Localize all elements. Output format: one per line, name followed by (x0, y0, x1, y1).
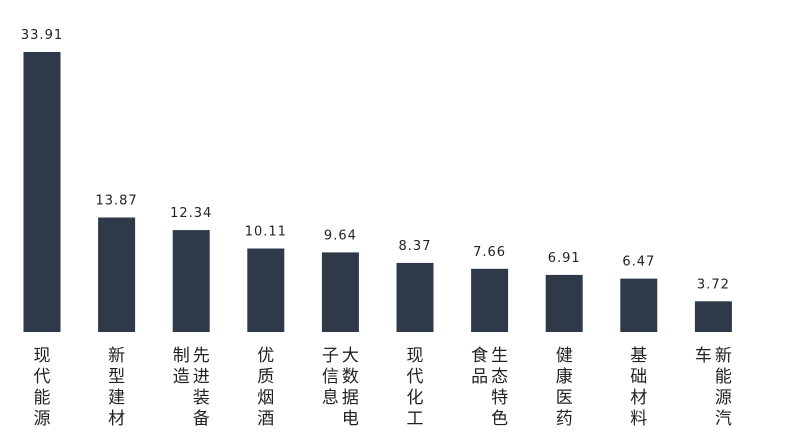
category-label-10: 新能源汽 (715, 346, 732, 429)
bar-9 (620, 278, 658, 332)
category-label-5: 大数据电 (342, 346, 359, 429)
category-label-3: 先进装备 (193, 346, 210, 429)
category-label-7: 生态特色 (491, 346, 508, 429)
bar-4 (247, 248, 285, 332)
bar-7 (471, 268, 509, 332)
category-label-4: 优质烟酒 (257, 346, 274, 429)
category-label-5: 子信息 (322, 346, 339, 408)
value-label-8: 6.91 (548, 251, 581, 266)
bar-2 (98, 217, 136, 332)
value-label-7: 7.66 (473, 245, 506, 260)
bar-5 (321, 252, 359, 332)
bar-10 (694, 301, 732, 332)
category-label-9: 基础材料 (630, 346, 647, 429)
category-label-6: 现代化工 (407, 346, 424, 429)
value-label-9: 6.47 (622, 255, 655, 270)
value-label-4: 10.11 (245, 225, 287, 240)
category-label-8: 健康医药 (556, 346, 573, 429)
category-label-1: 现代能源 (34, 346, 51, 429)
category-label-10: 车 (695, 346, 712, 366)
bar-6 (396, 262, 434, 332)
value-label-3: 12.34 (170, 206, 212, 221)
value-label-2: 13.87 (95, 194, 137, 209)
category-label-3: 制造 (173, 346, 190, 387)
value-label-10: 3.72 (697, 277, 730, 292)
value-label-5: 9.64 (324, 228, 357, 243)
category-label-2: 新型建材 (108, 346, 125, 429)
bar-3 (172, 230, 210, 332)
bar-1 (23, 52, 61, 332)
category-label-7: 食品 (471, 346, 488, 387)
bar-8 (545, 274, 583, 332)
value-label-6: 8.37 (399, 239, 432, 254)
value-label-1: 33.91 (21, 28, 63, 43)
